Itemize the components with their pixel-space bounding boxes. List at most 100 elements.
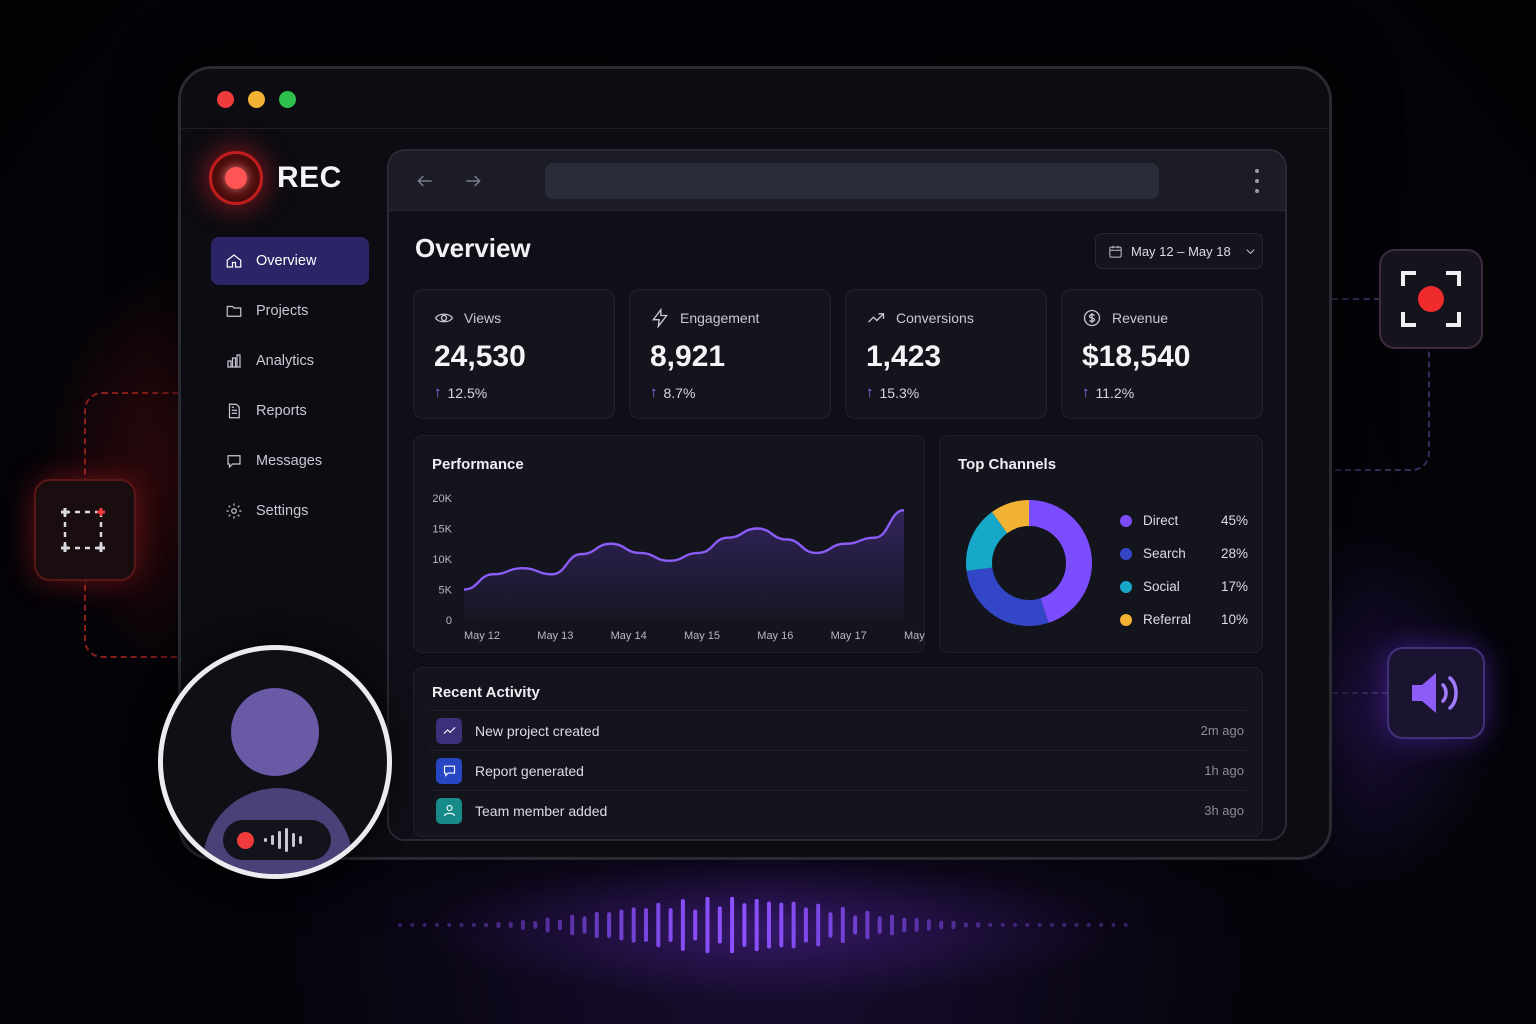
list-item[interactable]: New project created 2m ago: [430, 710, 1246, 750]
activity-time: 1h ago: [1204, 763, 1244, 778]
back-button[interactable]: [415, 171, 435, 191]
waveform-bar: [1074, 923, 1079, 927]
stat-label: Engagement: [680, 310, 760, 326]
address-bar[interactable]: [545, 163, 1159, 199]
waveform-bar: [1000, 923, 1005, 927]
waveform-bar: [557, 919, 562, 931]
performance-area: [464, 510, 904, 620]
waveform-bar: [1099, 923, 1104, 927]
x-tick-label: May 14: [611, 630, 647, 642]
dollar-icon: [1083, 309, 1101, 327]
donut-slice-referral[interactable]: [991, 500, 1030, 534]
performance-card: Performance 0 5K 10K 15K 20K May 12 May 13 May…: [413, 435, 926, 653]
waveform-bar: [865, 910, 870, 940]
waveform-bar: [459, 923, 464, 927]
screen-capture-button[interactable]: [1379, 249, 1483, 349]
sidebar-item-overview[interactable]: Overview: [211, 237, 369, 285]
close-window-button[interactable]: [217, 91, 234, 108]
sidebar-item-messages[interactable]: Messages: [211, 437, 369, 485]
legend-item: Direct 45%: [1120, 504, 1248, 537]
waveform-bar: [1062, 923, 1067, 927]
stat-card-revenue[interactable]: Revenue $18,540 ↑ 11.2%: [1061, 289, 1263, 419]
mic-status-pill[interactable]: [223, 820, 331, 860]
trend-icon: [436, 717, 462, 744]
waveform-bar: [471, 923, 476, 927]
stat-card-conversions[interactable]: Conversions 1,423 ↑ 15.3%: [845, 289, 1047, 419]
browser-toolbar: [389, 151, 1285, 211]
donut-slice-direct[interactable]: [1028, 500, 1092, 623]
arrow-up-icon: ↑: [1082, 384, 1090, 401]
sidebar-item-analytics[interactable]: Analytics: [211, 337, 369, 385]
list-item[interactable]: Report generated 1h ago: [430, 750, 1246, 790]
audio-toggle-button[interactable]: [1387, 647, 1485, 739]
sidebar-nav: Overview Projects Analytics Reports Mess…: [211, 237, 369, 537]
list-item[interactable]: Team member added 3h ago: [430, 790, 1246, 830]
sidebar-item-reports[interactable]: Reports: [211, 387, 369, 435]
y-tick-label: 5K: [439, 585, 453, 597]
waveform-bar: [730, 896, 735, 954]
arrow-up-icon: ↑: [866, 384, 874, 401]
activity-time: 3h ago: [1204, 803, 1244, 818]
waveform-bar: [484, 922, 489, 928]
waveform-bar: [1013, 923, 1017, 927]
stat-card-views[interactable]: Views 24,530 ↑ 12.5%: [413, 289, 615, 419]
maximize-window-button[interactable]: [279, 91, 296, 108]
waveform-bar: [767, 901, 771, 949]
performance-chart: 0 5K 10K 15K 20K May 12 May 13 May 14 May 15 May…: [432, 493, 926, 642]
waveform-bar: [422, 923, 427, 927]
date-range-label: May 12 – May 18: [1131, 243, 1231, 259]
waveform-bar: [1037, 923, 1042, 927]
waveform-bar: [533, 921, 538, 929]
stat-label: Conversions: [896, 310, 974, 326]
waveform-bar: [447, 923, 452, 927]
waveform-bar: [570, 914, 575, 936]
waveform-bar: [1049, 923, 1054, 927]
waveform-bar: [853, 915, 858, 935]
forward-button[interactable]: [463, 171, 483, 191]
waveform-bar: [398, 923, 402, 927]
waveform-bar: [779, 902, 784, 948]
app-name: REC: [277, 161, 342, 194]
stat-delta: 8.7%: [663, 384, 696, 401]
lightning-icon: [652, 308, 669, 328]
date-range-picker[interactable]: May 12 – May 18: [1095, 233, 1263, 269]
sidebar-item-settings[interactable]: Settings: [211, 487, 369, 535]
donut-slice-social[interactable]: [966, 512, 1008, 571]
stat-delta: 12.5%: [447, 384, 488, 401]
arrow-right-icon: [466, 175, 481, 187]
waveform-bar: [607, 912, 612, 938]
waveform-bar: [914, 918, 919, 932]
sidebar-item-label: Overview: [256, 253, 317, 269]
stat-label: Revenue: [1112, 310, 1169, 326]
waveform-bar: [791, 901, 796, 949]
waveform-bar: [828, 912, 833, 938]
calendar-icon: [1109, 245, 1122, 258]
waveform-bar: [902, 917, 907, 933]
waveform-bar: [693, 909, 698, 941]
waveform-bar: [434, 923, 439, 927]
minimize-window-button[interactable]: [248, 91, 265, 108]
more-options-icon[interactable]: [1253, 169, 1261, 193]
waveform-bar: [644, 908, 648, 942]
avatar-head: [231, 688, 319, 776]
stat-value: 24,530: [434, 340, 526, 373]
waveform-bar: [680, 898, 685, 952]
waveform-bar: [1025, 923, 1030, 927]
donut-slice-search[interactable]: [966, 566, 1049, 626]
sidebar-item-projects[interactable]: Projects: [211, 287, 369, 335]
stat-card-engagement[interactable]: Engagement 8,921 ↑ 8.7%: [629, 289, 831, 419]
region-select-button[interactable]: [34, 479, 136, 581]
mic-level-icon: [264, 828, 302, 852]
connector-left-top: [84, 392, 178, 480]
x-tick-label: May 15: [684, 630, 720, 642]
window-titlebar: [181, 69, 1329, 129]
capture-icon: [1401, 271, 1461, 327]
waveform-bar: [496, 921, 501, 929]
activity-list: New project created 2m ago Report genera…: [430, 710, 1246, 830]
webcam-preview[interactable]: [158, 645, 392, 879]
waveform-bar: [742, 903, 747, 947]
browser-panel: Overview May 12 – May 18 Views 24,530 ↑ 1…: [387, 149, 1287, 841]
waveform-bar: [877, 916, 882, 934]
waveform-bar: [717, 906, 722, 944]
trend-icon: [868, 313, 885, 323]
